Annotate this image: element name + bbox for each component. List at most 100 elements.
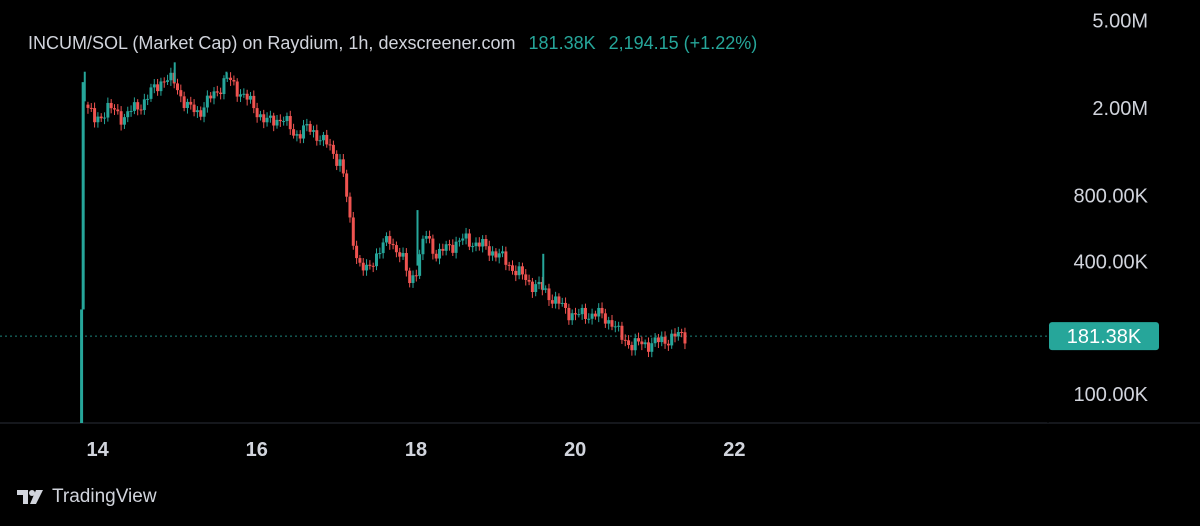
candle — [597, 307, 601, 317]
candle — [119, 111, 123, 125]
candle — [239, 94, 243, 97]
candle — [520, 266, 524, 275]
candle — [252, 95, 256, 109]
candle — [401, 253, 405, 257]
candle — [477, 242, 481, 247]
price-tag-label: 181.38K — [1067, 326, 1142, 348]
x-tick-label: 18 — [405, 439, 427, 461]
candle — [268, 115, 272, 118]
candle — [93, 108, 97, 123]
candle — [623, 339, 627, 341]
candle — [222, 78, 226, 95]
candle — [229, 77, 233, 81]
candle — [580, 307, 584, 315]
candle — [600, 307, 604, 314]
tradingview-brand[interactable]: TradingView — [16, 486, 157, 508]
candle — [424, 236, 428, 239]
candle — [358, 258, 362, 263]
candle — [262, 114, 266, 123]
candle — [517, 266, 521, 276]
candle — [408, 270, 412, 284]
candle — [146, 98, 150, 100]
candle — [590, 313, 594, 319]
candle — [537, 281, 541, 285]
candle — [285, 116, 289, 122]
candle — [96, 116, 100, 123]
candle — [112, 108, 116, 110]
candle — [275, 119, 279, 126]
candle — [680, 331, 684, 333]
candle — [481, 238, 485, 247]
candle — [501, 251, 505, 254]
candle — [321, 134, 325, 141]
candle — [474, 242, 478, 247]
candle — [248, 95, 252, 100]
candle — [305, 124, 309, 126]
x-tick-label: 20 — [564, 439, 586, 461]
candle — [673, 333, 677, 337]
candle — [328, 144, 332, 146]
y-tick-label: 800.00K — [1073, 186, 1148, 208]
candle — [398, 252, 402, 257]
candle — [613, 326, 617, 328]
candle — [603, 313, 607, 324]
change-value: 2,194.15 (+1.22%) — [608, 33, 758, 53]
candle — [633, 338, 637, 351]
candle — [109, 102, 113, 109]
candle — [219, 92, 223, 95]
candle — [341, 159, 345, 174]
candle — [195, 110, 199, 113]
candle — [574, 313, 578, 315]
candle — [81, 82, 85, 310]
candle — [514, 270, 518, 276]
candle — [142, 99, 146, 111]
candle — [637, 338, 641, 342]
candle — [199, 110, 203, 117]
candle — [156, 84, 160, 92]
candle — [315, 130, 319, 141]
candle — [431, 238, 435, 254]
candle — [375, 253, 379, 267]
candle — [491, 251, 495, 256]
candle — [394, 245, 398, 253]
candle — [577, 314, 581, 316]
candle — [381, 242, 385, 254]
candle — [643, 342, 647, 345]
y-tick-label: 5.00M — [1092, 11, 1148, 33]
candle — [242, 93, 246, 95]
candle — [136, 102, 140, 110]
candle — [308, 124, 312, 132]
candle — [106, 102, 110, 118]
candle — [384, 236, 388, 243]
candle — [434, 253, 438, 259]
x-tick-label: 14 — [86, 439, 109, 461]
candle — [159, 81, 163, 92]
candle — [288, 116, 292, 130]
candle — [116, 109, 120, 112]
candle — [212, 91, 216, 99]
candle — [302, 125, 306, 139]
candle — [554, 296, 558, 304]
candle — [103, 117, 107, 119]
candle — [640, 341, 644, 345]
candle — [534, 284, 538, 293]
candle — [494, 251, 498, 258]
candle — [570, 313, 574, 321]
candle — [122, 117, 126, 125]
candle — [564, 302, 568, 308]
candle — [132, 102, 136, 111]
candle — [162, 81, 166, 83]
candle — [371, 265, 375, 267]
candle — [507, 264, 511, 266]
brand-name: TradingView — [52, 486, 157, 507]
candle — [331, 144, 335, 154]
candle — [126, 111, 130, 118]
candle — [567, 307, 571, 321]
candle — [89, 107, 93, 109]
candle — [149, 87, 153, 99]
candle — [471, 246, 475, 248]
x-tick-label: 22 — [723, 439, 745, 461]
candle — [335, 153, 339, 166]
candle — [418, 254, 422, 276]
